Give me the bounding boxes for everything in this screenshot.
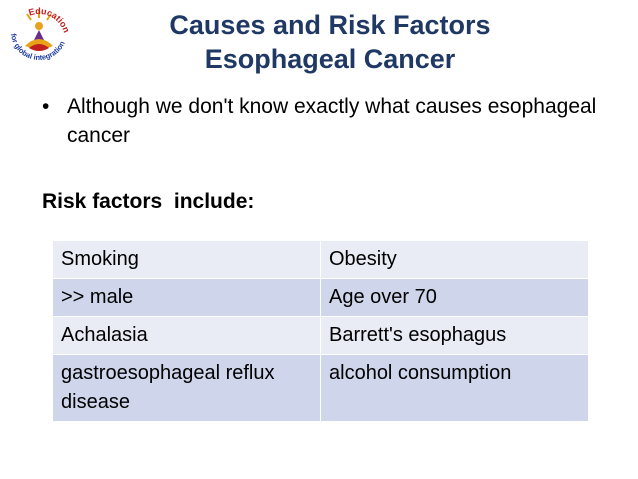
table-cell: Barrett's esophagus [320, 316, 589, 355]
table-cell: Obesity [320, 240, 589, 279]
table-row: Achalasia Barrett's esophagus [52, 316, 589, 355]
table-row: >> male Age over 70 [52, 278, 589, 317]
title-line-2: Esophageal Cancer [204, 44, 456, 74]
table-cell: Smoking [52, 240, 321, 279]
risk-factors-table: Smoking Obesity >> male Age over 70 Acha… [52, 240, 589, 422]
lotus-meditation-icon [25, 10, 53, 51]
table-row: gastroesophageal reflux disease alcohol … [52, 354, 589, 422]
table-cell: >> male [52, 278, 321, 317]
logo-arc-text-top: Education [27, 6, 71, 34]
bullet-icon: • [42, 95, 50, 118]
table-cell: Age over 70 [320, 278, 589, 317]
table-row: Smoking Obesity [52, 240, 589, 279]
bullet-item: • Although we don't know exactly what ca… [42, 92, 602, 150]
table-cell: gastroesophageal reflux disease [52, 354, 321, 422]
svg-text:Education: Education [27, 6, 71, 34]
bullet-text: Although we don't know exactly what caus… [67, 95, 597, 147]
slide-title: Causes and Risk Factors Esophageal Cance… [120, 8, 540, 76]
table-cell: Achalasia [52, 316, 321, 355]
title-line-1: Causes and Risk Factors [169, 10, 491, 40]
risk-factors-heading: Risk factors include: [42, 190, 255, 213]
table-cell: alcohol consumption [320, 354, 589, 422]
organization-logo: Education for global integration [9, 6, 72, 62]
